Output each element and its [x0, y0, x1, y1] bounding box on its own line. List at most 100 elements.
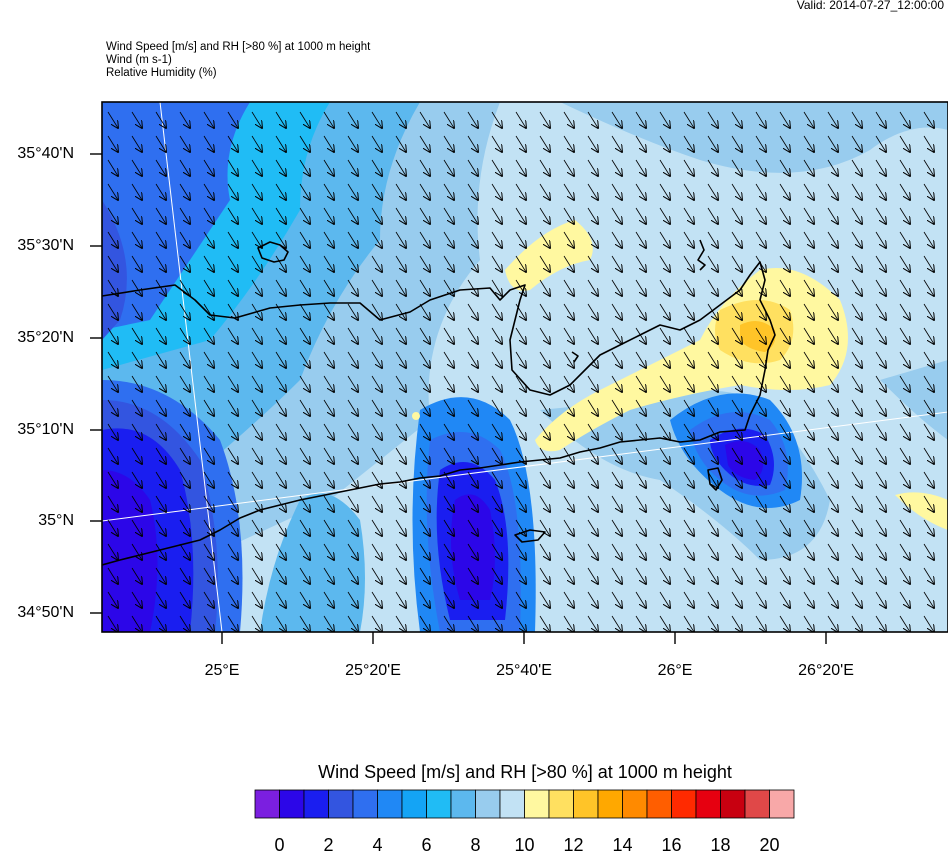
wind-arrow [443, 111, 454, 128]
wind-arrow [803, 519, 814, 536]
wind-arrow [371, 519, 382, 536]
wind-vectors [107, 111, 934, 632]
wind-arrow [107, 111, 118, 128]
wind-arrow [227, 327, 238, 344]
wind-arrow [539, 231, 550, 248]
wind-arrow [875, 519, 886, 536]
wind-arrow [563, 591, 574, 608]
wind-arrow [683, 399, 694, 416]
wind-arrow [203, 567, 214, 584]
wind-arrow [587, 399, 598, 416]
wind-arrow [227, 399, 238, 416]
wind-arrow [587, 447, 598, 464]
wind-arrow [659, 351, 670, 368]
wind-arrow [107, 255, 118, 272]
wind-arrow [443, 615, 454, 632]
colorbar-title: Wind Speed [m/s] and RH [>80 %] at 1000 … [318, 762, 732, 782]
wind-arrow [875, 303, 886, 320]
wind-arrow [155, 135, 166, 152]
wind-arrow [227, 351, 238, 368]
wind-arrow [347, 543, 358, 560]
wind-arrow [923, 567, 934, 584]
wind-arrow [491, 351, 502, 368]
wind-arrow [659, 495, 670, 512]
wind-arrow [227, 471, 238, 488]
wind-arrow [515, 303, 526, 320]
wind-arrow [419, 543, 430, 560]
wind-arrow [275, 111, 286, 128]
wind-arrow [491, 111, 502, 128]
wind-arrow [107, 471, 118, 488]
wind-arrow [107, 159, 118, 176]
wind-arrow [731, 231, 742, 248]
wind-arrow [251, 183, 262, 200]
wind-arrow [827, 495, 838, 512]
wind-arrow [659, 567, 670, 584]
wind-arrow [659, 327, 670, 344]
wind-arrow [731, 495, 742, 512]
wind-arrow [611, 471, 622, 488]
wind-arrow [419, 327, 430, 344]
wind-arrow [683, 231, 694, 248]
colorbar-label: 12 [563, 835, 584, 855]
wind-arrow [731, 591, 742, 608]
wind-arrow [179, 423, 190, 440]
wind-arrow [131, 447, 142, 464]
wind-arrow [251, 375, 262, 392]
wind-arrow [515, 375, 526, 392]
wind-arrow [515, 471, 526, 488]
wind-arrow [155, 423, 166, 440]
wind-arrow [275, 327, 286, 344]
wind-arrow [131, 303, 142, 320]
wind-arrow [563, 279, 574, 296]
wind-arrow [347, 207, 358, 224]
wind-arrow [851, 423, 862, 440]
wind-arrow [227, 543, 238, 560]
wind-arrow [203, 231, 214, 248]
wind-arrow [779, 183, 790, 200]
wind-arrow [899, 231, 910, 248]
lat-label: 35°40'N [17, 145, 74, 162]
wind-arrow [707, 543, 718, 560]
wind-arrow [323, 423, 334, 440]
colorbar-label: 0 [274, 835, 285, 855]
wind-arrow [755, 447, 766, 464]
wind-arrow [539, 303, 550, 320]
wind-arrow [371, 447, 382, 464]
wind-arrow [299, 327, 310, 344]
wind-arrow [467, 423, 478, 440]
wind-arrow [611, 447, 622, 464]
wind-arrow [251, 567, 262, 584]
wind-arrow [371, 567, 382, 584]
wind-arrow [755, 375, 766, 392]
colorbar-swatch [254, 789, 280, 819]
wind-arrow [395, 231, 406, 248]
wind-arrow [443, 567, 454, 584]
wind-arrow [227, 519, 238, 536]
wind-arrow [827, 135, 838, 152]
wind-arrow [515, 567, 526, 584]
wind-arrow [803, 591, 814, 608]
wind-arrow [683, 423, 694, 440]
wind-arrow [587, 279, 598, 296]
wind-arrow [707, 471, 718, 488]
wind-arrow [131, 399, 142, 416]
wind-arrow [827, 111, 838, 128]
wind-arrow [755, 231, 766, 248]
wind-arrow [707, 207, 718, 224]
wind-arrow [659, 255, 670, 272]
wind-arrow [323, 519, 334, 536]
wind-arrow [443, 135, 454, 152]
wind-arrow [299, 159, 310, 176]
wind-arrow [659, 159, 670, 176]
wind-arrow [323, 399, 334, 416]
wind-arrow [803, 567, 814, 584]
wind-arrow [107, 303, 118, 320]
wind-arrow [131, 231, 142, 248]
wind-arrow [683, 111, 694, 128]
wind-arrow [203, 519, 214, 536]
wind-arrow [467, 591, 478, 608]
wind-arrow [611, 279, 622, 296]
wind-arrow [587, 519, 598, 536]
wind-arrow [251, 423, 262, 440]
